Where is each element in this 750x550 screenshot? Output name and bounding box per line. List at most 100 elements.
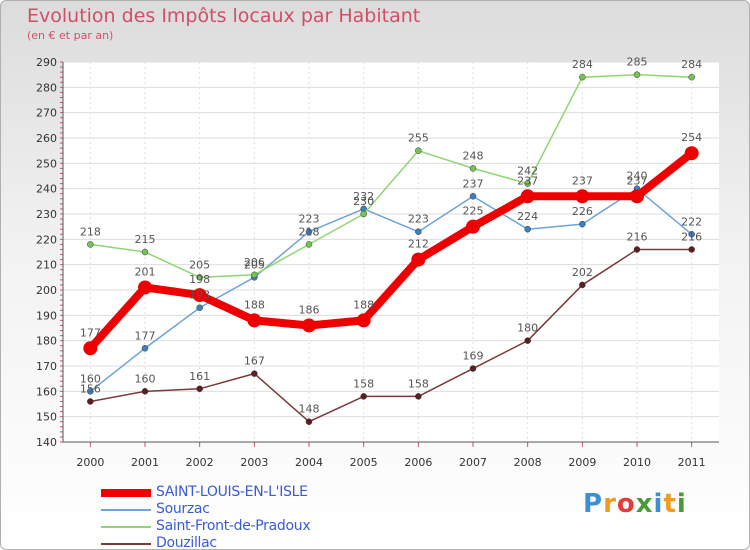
- x-tick-label: 2010: [623, 456, 651, 469]
- data-point: [415, 393, 422, 400]
- data-label: 158: [353, 377, 374, 390]
- data-point: [466, 219, 480, 234]
- data-point: [196, 385, 203, 393]
- x-tick-label: 2007: [459, 456, 487, 469]
- data-label: 212: [408, 238, 429, 251]
- data-point: [579, 220, 586, 228]
- legend-label: Douzillac: [156, 535, 217, 550]
- y-tick-label: 160: [36, 385, 57, 398]
- series-line: [89, 73, 693, 279]
- data-point: [575, 189, 590, 204]
- data-label: 158: [408, 377, 429, 390]
- x-tick-label: 2009: [568, 456, 596, 469]
- data-point: [520, 189, 535, 204]
- data-label: 198: [189, 273, 210, 286]
- plot-area: [63, 62, 719, 442]
- data-label: 237: [463, 177, 484, 190]
- data-label: 188: [244, 298, 265, 311]
- data-label: 225: [463, 205, 484, 218]
- x-tick-label: 2004: [295, 456, 323, 469]
- data-label: 223: [408, 213, 429, 226]
- data-point: [524, 180, 531, 187]
- data-point: [141, 345, 149, 352]
- y-tick-label: 140: [36, 436, 57, 449]
- chart-title: Evolution des Impôts locaux par Habitant: [27, 5, 421, 27]
- series-line: [89, 248, 693, 423]
- legend-label: SAINT-LOUIS-EN-L'ISLE: [156, 484, 308, 500]
- x-tick-label: 2001: [131, 456, 159, 469]
- data-label: 248: [463, 149, 484, 162]
- x-tick-label: 2006: [404, 456, 432, 469]
- data-label: 255: [408, 132, 429, 145]
- logo-letter: r: [603, 489, 617, 519]
- data-label: 186: [299, 303, 320, 316]
- data-point: [360, 210, 367, 218]
- series-line: [89, 187, 693, 393]
- y-tick-label: 170: [36, 360, 57, 373]
- series-line: [86, 149, 696, 353]
- series-3: [87, 246, 695, 425]
- series-1: [87, 185, 695, 395]
- data-label: 232: [353, 190, 374, 203]
- data-point: [141, 248, 149, 256]
- data-label: 284: [681, 58, 702, 71]
- x-tick-label: 2008: [514, 456, 542, 469]
- data-label: 193: [189, 289, 210, 302]
- y-tick-label: 290: [36, 56, 57, 69]
- data-point: [633, 246, 641, 253]
- x-tick-label: 2003: [240, 456, 268, 469]
- data-point: [579, 73, 586, 81]
- data-point: [87, 388, 94, 395]
- data-point: [192, 288, 207, 303]
- y-tick-label: 260: [36, 132, 57, 145]
- y-tick-label: 180: [36, 335, 57, 348]
- data-label: 215: [135, 233, 156, 246]
- data-point: [469, 365, 477, 372]
- data-label: 177: [80, 326, 101, 339]
- data-label: 237: [572, 174, 593, 187]
- y-tick-label: 150: [36, 411, 57, 424]
- logo-letter: o: [616, 489, 636, 519]
- legend-item: Sourzac: [101, 501, 381, 518]
- logo-letter: i: [676, 489, 687, 519]
- data-label: 242: [517, 165, 538, 178]
- data-label: 205: [189, 258, 210, 271]
- data-point: [302, 318, 316, 333]
- data-label: 180: [517, 322, 538, 335]
- data-label: 216: [627, 230, 648, 243]
- data-label: 177: [135, 329, 156, 342]
- axes: 140 150 160 170 180 190 200 210 220 230 240 250 260 2…: [36, 56, 719, 469]
- data-label: 224: [517, 210, 538, 223]
- data-label: 223: [299, 213, 320, 226]
- data-label: 237: [627, 174, 648, 187]
- x-tick-label: 2000: [76, 456, 104, 469]
- data-point: [469, 193, 477, 200]
- legend-item: Saint-Front-de-Pradoux: [101, 518, 381, 535]
- y-tick-label: 210: [36, 259, 57, 272]
- data-point: [87, 241, 94, 248]
- series-0: [83, 146, 699, 356]
- data-label: 254: [681, 131, 702, 144]
- legend-item: SAINT-LOUIS-EN-L'ISLE: [101, 484, 381, 501]
- data-label: 285: [627, 56, 648, 69]
- data-point: [524, 337, 531, 344]
- data-label: 284: [572, 58, 593, 71]
- data-label: 206: [244, 256, 265, 269]
- data-point: [141, 388, 149, 395]
- data-label: 188: [353, 298, 374, 311]
- data-label: 156: [80, 382, 101, 395]
- logo-letter: i: [653, 489, 664, 519]
- x-tick-label: 2011: [678, 456, 706, 469]
- data-point: [524, 225, 531, 233]
- data-label: 160: [80, 372, 101, 385]
- y-tick-label: 230: [36, 208, 57, 221]
- data-point: [251, 271, 258, 279]
- data-point: [688, 246, 695, 253]
- legend-swatch: [101, 543, 151, 545]
- y-tick-label: 240: [36, 183, 57, 196]
- data-label: 226: [572, 205, 593, 218]
- data-point: [684, 146, 699, 161]
- data-point: [579, 281, 586, 289]
- legend-swatch: [101, 526, 151, 528]
- data-point: [688, 231, 695, 238]
